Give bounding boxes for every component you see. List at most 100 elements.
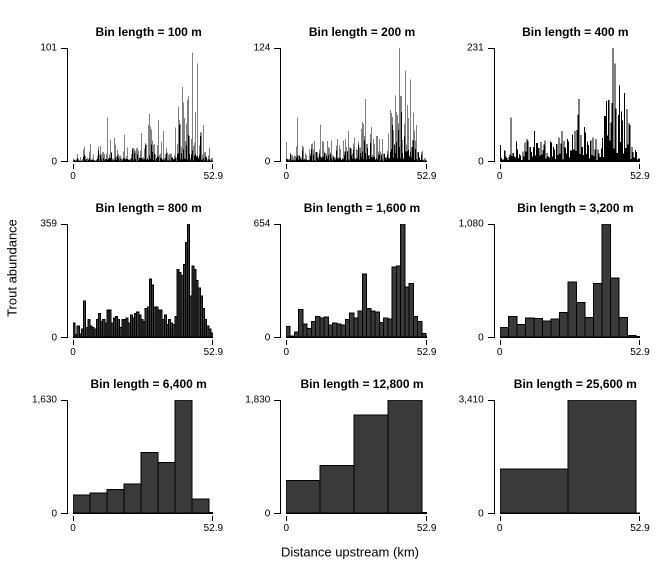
histogram-bar [624,148,626,161]
histogram-bar [90,493,107,513]
histogram-bar [605,100,607,161]
x-axis-tick-left [499,516,501,521]
histogram-bar [303,146,304,161]
histogram-bar [387,150,389,161]
histogram-bar [323,142,324,161]
histogram-bar [382,159,384,161]
histogram-bar [414,130,416,161]
histogram-bar [355,158,356,161]
x-axis-min-label: 0 [283,171,290,182]
histogram-bar [541,154,543,161]
histogram-bar [286,327,290,337]
histogram-bars [286,48,427,161]
histogram-bar [544,140,546,161]
histogram-bar [296,157,297,161]
histogram-bar [351,155,353,161]
histogram-bar [508,156,510,161]
histogram-bar [546,152,548,161]
histogram-bar [630,159,632,161]
histogram-bar [340,157,342,161]
histogram-bar [363,158,364,161]
histogram-bar [324,151,326,161]
histogram-bar [604,116,606,161]
x-axis-tick-right [425,164,427,169]
histogram-bar [610,278,618,337]
histogram-bar [554,159,556,161]
histogram-bar [380,322,384,337]
histogram-bar [525,151,527,161]
histogram-bar [84,301,86,337]
y-axis-max-label: 124 [253,42,271,54]
histogram-bar [338,157,339,161]
histogram-panel-1600m: Bin length = 1,600 m 654 0 0 52.9 [239,196,452,372]
x-axis: 0 52.9 [496,338,650,368]
x-axis-tick-right [638,516,640,521]
histogram-bar [422,334,426,337]
histogram-bar [602,156,604,161]
histogram-bar [316,316,320,337]
histogram-bar [518,154,520,161]
histogram-bar [367,308,371,337]
histogram-bar [358,311,362,337]
histogram-bar [397,158,398,161]
histogram-bar [299,155,300,161]
x-axis-tick-left [73,164,74,169]
histogram-bar [529,147,531,161]
histogram-bar [542,150,544,161]
y-axis-zero-label: 0 [51,508,57,520]
histogram-bar [551,319,559,337]
histogram-bar [286,480,320,513]
x-axis-tick-right [212,516,214,521]
histogram-bar [414,316,418,337]
histogram-bar [381,154,382,161]
histogram-bar [298,155,299,161]
histogram-bar [334,159,336,161]
x-axis-max-label: 52.9 [203,171,224,182]
panel-title: Bin length = 400 m [522,25,629,39]
y-axis-max-label: 101 [40,42,57,54]
histogram-bar [383,153,385,161]
x-axis-min-label: 0 [496,523,503,534]
histogram-bar [287,159,289,161]
panel-title: Bin length = 800 m [95,201,202,215]
histogram-bar [408,150,410,161]
histogram-bar [570,150,572,161]
histogram-bar [393,157,395,161]
histogram-bar [542,321,550,337]
histogram-bar [342,158,344,161]
histogram-bar [424,158,426,161]
histogram-bar [323,156,325,161]
histogram-bar [310,156,311,161]
histogram-bar [614,63,616,161]
histogram-bar [318,159,320,161]
histogram-bar [349,147,351,161]
histogram-bar [618,318,626,337]
plot-wrap: 359 0 [26,219,239,344]
y-axis-line [493,48,495,162]
histogram-bar [418,152,420,161]
x-axis-min-label: 0 [496,347,503,358]
histogram-panel-25600m: Bin length = 25,600 m 3,410 0 0 52.9 [453,372,666,548]
histogram-bar [602,224,610,337]
histogram-bar [302,145,304,161]
histogram-bar [307,159,308,161]
histogram-bar [619,142,621,161]
histogram-bar [321,156,322,161]
histogram-bar [304,159,306,161]
histogram-bar [309,159,311,161]
histogram-bar [568,157,570,161]
x-axis: 0 52.9 [496,514,650,544]
y-axis-zero-label: 0 [51,332,57,344]
histogram-bar [365,98,366,161]
y-axis: 124 0 [239,43,282,168]
histogram-bar [568,400,636,513]
histogram-bar [387,154,388,161]
histogram-bar [408,117,409,161]
y-axis-tick-bottom [61,513,68,514]
histogram-bar [636,159,638,161]
histogram-bar [401,224,405,337]
histogram-bars [73,400,213,513]
histogram-bar [365,153,367,161]
histogram-bar [354,318,358,337]
histogram-bar [294,155,296,161]
